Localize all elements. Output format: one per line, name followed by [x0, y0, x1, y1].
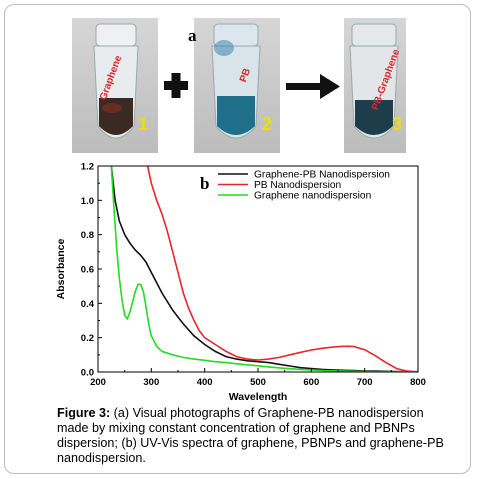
- plus-gap: [158, 18, 194, 153]
- x-tick-label: 500: [250, 377, 266, 388]
- uv-vis-chart: 200 300 400 500 600 700 800 0.0 0.2 0.4 0.6 0.8 1.0 1…: [55, 162, 426, 404]
- legend-label-3: Graphene nanodispersion: [254, 191, 371, 202]
- x-tick-label: 200: [90, 377, 106, 388]
- y-tick-label: 0.8: [81, 230, 94, 241]
- legend-label-2: PB Nanodispersion: [254, 180, 341, 191]
- photo-tube-2: [194, 18, 280, 153]
- tube-1-graphic: [93, 23, 139, 139]
- x-tick-label: 400: [197, 377, 213, 388]
- photo-tube-3: [344, 18, 406, 153]
- caption-label: Figure 3:: [57, 406, 111, 420]
- tube-1-number: 1: [138, 114, 149, 134]
- y-tick-label: 1.2: [81, 162, 94, 173]
- caption-text: (a) Visual photographs of Graphene-PB na…: [57, 406, 444, 465]
- series-line-3: [110, 166, 418, 372]
- legend-label-1: Graphene-PB Nanodispersion: [254, 170, 390, 181]
- figure-caption: Figure 3: (a) Visual photographs of Grap…: [57, 406, 457, 466]
- x-tick-label: 300: [143, 377, 159, 388]
- y-tick-label: 0.6: [81, 265, 94, 276]
- arrow-right-icon: [286, 74, 340, 99]
- series-line-2: [146, 166, 418, 372]
- panel-a-letter: a: [188, 26, 197, 45]
- tube-2-graphic: [211, 23, 261, 139]
- x-tick-label: 800: [410, 377, 426, 388]
- tube-3-graphic: [349, 23, 399, 139]
- y-tick-label: 0.0: [81, 368, 94, 379]
- y-tick-label: 0.4: [81, 299, 95, 310]
- y-tick-label: 1.0: [81, 196, 94, 207]
- panel-b-letter: b: [200, 174, 210, 193]
- y-tick-label: 0.2: [81, 333, 94, 344]
- photo-tube-1: [72, 18, 158, 153]
- tube-3-number: 3: [392, 114, 403, 134]
- tube-2-number: 2: [262, 114, 273, 134]
- arrow-gap: [280, 18, 344, 153]
- x-axis-label: Wavelength: [229, 391, 288, 403]
- photo-panel-a: Graphene PB PB-Graphene 1 2 3: [72, 18, 406, 153]
- x-tick-label: 700: [357, 377, 373, 388]
- y-axis-label: Absorbance: [55, 239, 67, 300]
- x-tick-label: 600: [303, 377, 319, 388]
